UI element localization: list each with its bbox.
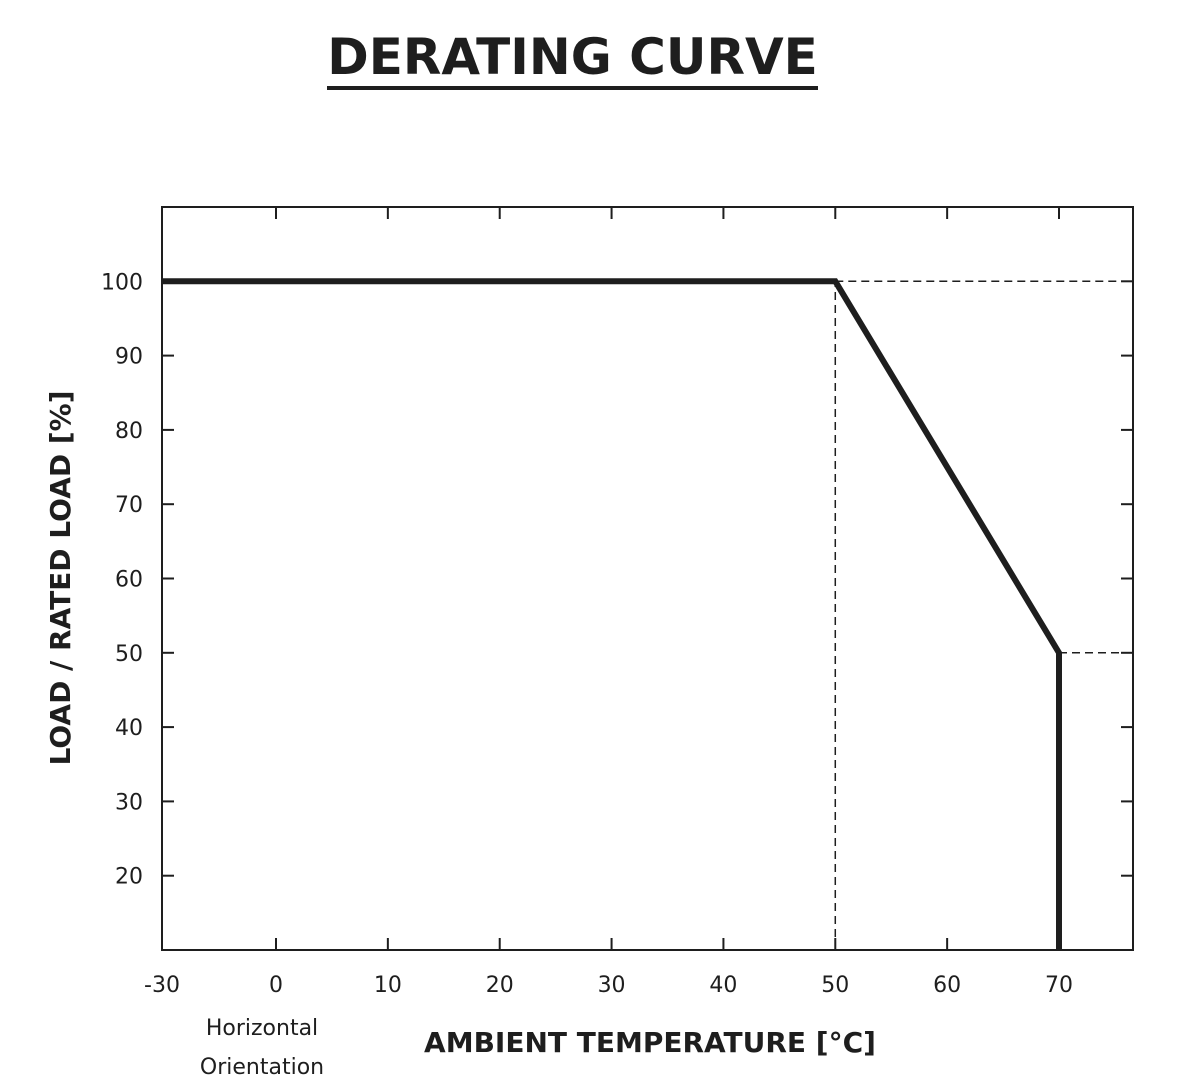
- y-tick-label: 60: [115, 568, 143, 593]
- orientation-note: Horizontal Orientation: [200, 1016, 324, 1080]
- chart-title: DERATING CURVE: [0, 28, 1145, 90]
- y-tick-label: 100: [101, 270, 143, 295]
- x-tick-label: 40: [709, 973, 737, 998]
- y-axis-label: LOAD / RATED LOAD [%]: [44, 390, 77, 765]
- x-tick-label: 30: [598, 973, 626, 998]
- x-tick-label: 60: [933, 973, 961, 998]
- x-tick-label: 20: [486, 973, 514, 998]
- x-tick-label: 0: [269, 973, 283, 998]
- orientation-note-line: Horizontal: [206, 1016, 318, 1041]
- y-tick-label: 40: [115, 716, 143, 741]
- orientation-note-line: Orientation: [200, 1055, 324, 1080]
- y-tick-label: 30: [115, 790, 143, 815]
- y-tick-label: 20: [115, 865, 143, 890]
- y-tick-label: 50: [115, 642, 143, 667]
- x-tick-label: 50: [821, 973, 849, 998]
- x-tick-label: 70: [1045, 973, 1073, 998]
- y-tick-label: 70: [115, 493, 143, 518]
- y-tick-label: 80: [115, 419, 143, 444]
- x-tick-label: 10: [374, 973, 402, 998]
- y-tick-label: 90: [115, 345, 143, 370]
- x-axis-label: AMBIENT TEMPERATURE [°C]: [424, 1026, 876, 1059]
- x-tick-label: -30: [144, 973, 180, 998]
- derating-curve-line: [162, 278, 1062, 950]
- plot-frame: [161, 206, 1134, 951]
